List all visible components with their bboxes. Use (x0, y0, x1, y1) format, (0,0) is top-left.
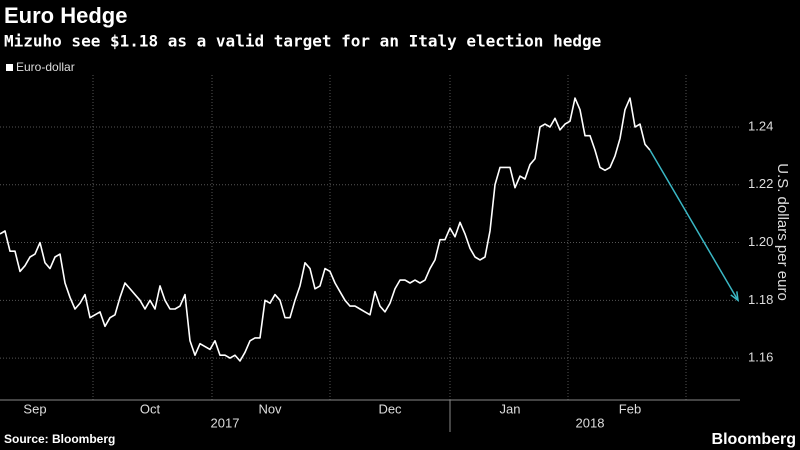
legend-swatch (6, 64, 13, 71)
y-axis-label: U.S. dollars per euro (774, 163, 791, 301)
x-tick-label: Jan (500, 401, 521, 416)
target-arrow (649, 149, 739, 301)
y-tick-label: 1.22 (748, 176, 773, 191)
x-tick-label: Sep (23, 401, 46, 416)
series-line (0, 97, 651, 362)
year-label: 2017 (211, 415, 240, 430)
chart-subtitle: Mizuho see $1.18 as a valid target for a… (4, 32, 601, 51)
y-tick-label: 1.24 (748, 118, 773, 133)
y-tick-label: 1.18 (748, 292, 773, 307)
arrow-head (730, 291, 739, 302)
x-tick-label: Nov (258, 401, 282, 416)
x-tick-label: Dec (378, 401, 402, 416)
y-tick-label: 1.16 (748, 350, 773, 365)
chart-title: Euro Hedge (4, 3, 127, 28)
y-tick-label: 1.20 (748, 234, 773, 249)
x-tick-label: Oct (140, 401, 161, 416)
x-tick-label: Feb (619, 401, 641, 416)
brand: Bloomberg (712, 431, 796, 448)
legend-label: Euro-dollar (16, 60, 75, 74)
year-label: 2018 (576, 415, 605, 430)
source: Source: Bloomberg (4, 432, 115, 446)
